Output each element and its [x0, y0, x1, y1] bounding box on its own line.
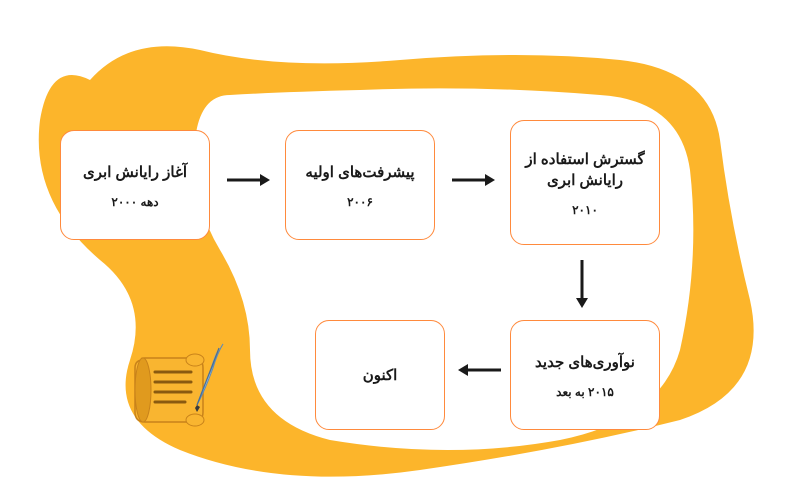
flowchart-node-innovations: نوآوری‌های جدید ۲۰۱۵ به بعد	[510, 320, 660, 430]
node-title: پیشرفت‌های اولیه	[305, 162, 414, 183]
node-sub: ۲۰۱۰	[572, 203, 598, 217]
node-sub: ۲۰۰۶	[347, 195, 373, 209]
node-title: نوآوری‌های جدید	[535, 352, 635, 373]
arrow-left-icon	[458, 360, 503, 380]
node-title: آغاز رایانش ابری	[83, 162, 187, 183]
arrow-right-icon	[450, 170, 495, 190]
flowchart-node-start: آغاز رایانش ابری دهه ۲۰۰۰	[60, 130, 210, 240]
node-title: گسترش استفاده از رایانش ابری	[521, 149, 649, 191]
node-sub: ۲۰۱۵ به بعد	[556, 385, 614, 399]
arrow-down-icon	[572, 258, 592, 308]
node-title: اکنون	[363, 365, 398, 386]
flowchart-node-advances: پیشرفت‌های اولیه ۲۰۰۶	[285, 130, 435, 240]
flowchart-node-expansion: گسترش استفاده از رایانش ابری ۲۰۱۰	[510, 120, 660, 245]
scroll-quill-icon	[125, 330, 235, 440]
flowchart-node-now: اکنون	[315, 320, 445, 430]
arrow-right-icon	[225, 170, 270, 190]
node-sub: دهه ۲۰۰۰	[111, 195, 158, 209]
